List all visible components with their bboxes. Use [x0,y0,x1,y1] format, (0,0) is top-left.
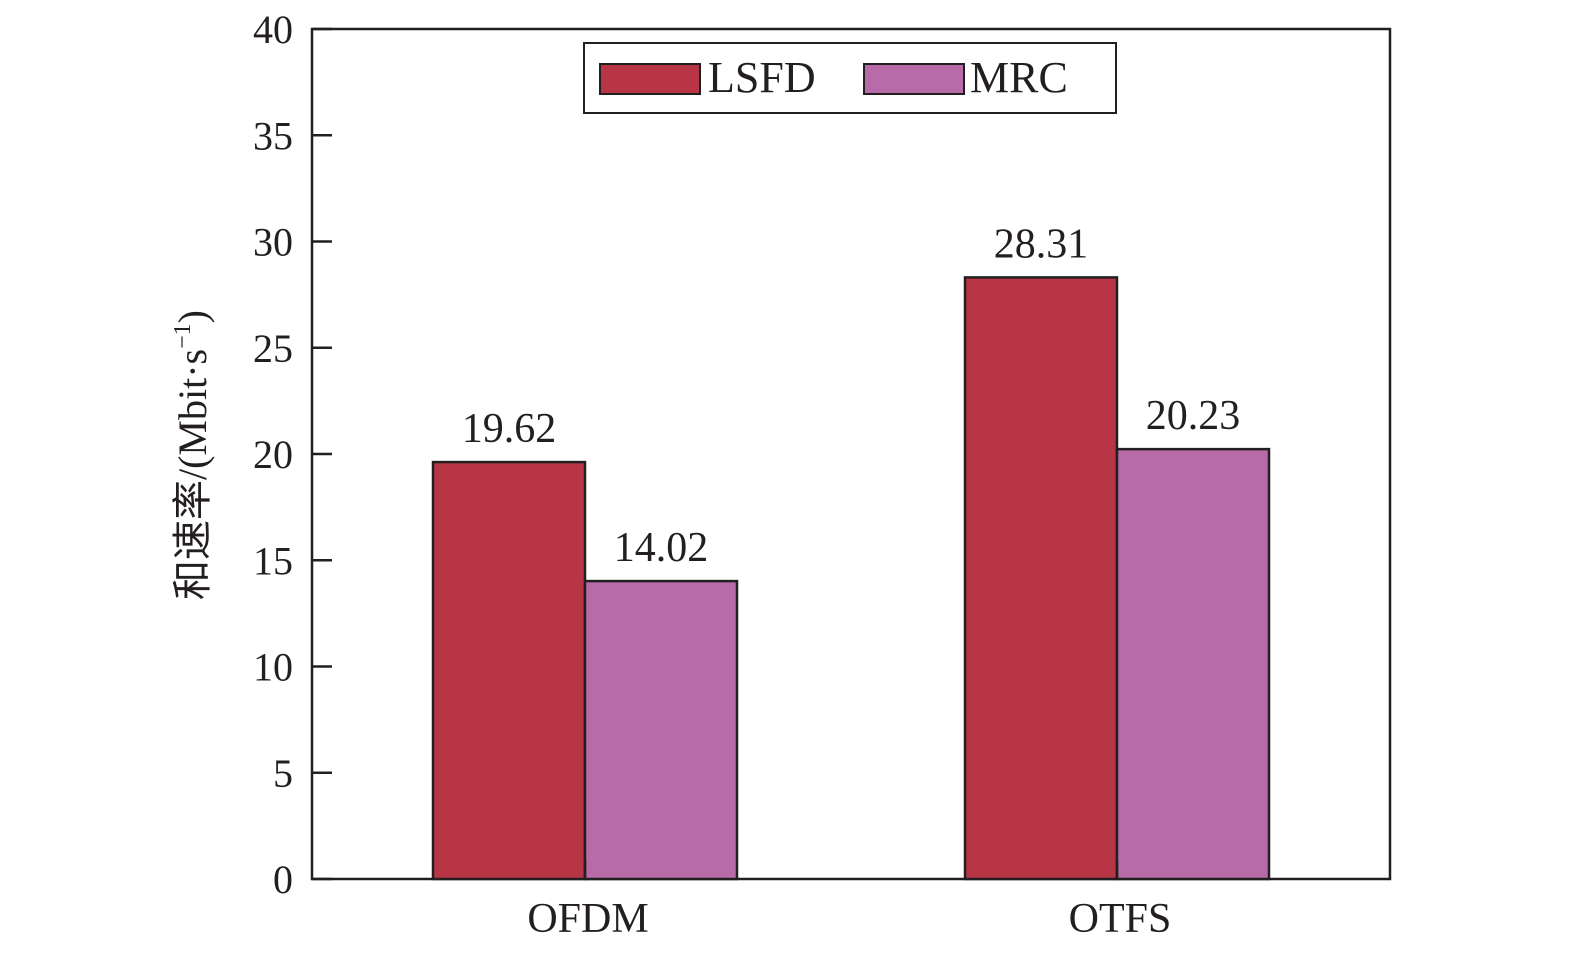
y-tick-label: 5 [273,751,293,796]
y-tick-label: 10 [253,645,293,690]
y-axis-title-close: ) [170,310,215,323]
y-tick-label: 35 [253,113,293,158]
bars-group [431,276,1271,881]
data-label-lsfd-otfs: 28.31 [994,221,1089,267]
y-axis: 0 5 10 15 20 25 30 35 40 [253,7,332,902]
y-tick-label: 25 [253,326,293,371]
y-tick-label: 30 [253,220,293,265]
data-labels-group: 19.62 14.02 28.31 20.23 [462,221,1241,571]
legend-label-mrc: MRC [970,53,1068,102]
bar-lsfd-otfs [963,276,1119,881]
y-axis-title-main: 和速率/(Mbit·s [170,349,215,600]
legend: LSFD MRC [583,42,1117,114]
data-label-mrc-ofdm: 14.02 [614,525,709,571]
data-label-mrc-otfs: 20.23 [1146,393,1241,439]
y-axis-title-superscript: −1 [170,323,196,349]
legend-swatch-lsfd [599,63,701,95]
data-label-lsfd-ofdm: 19.62 [462,406,557,452]
y-tick-label: 40 [253,7,293,52]
legend-swatch-mrc [863,63,965,95]
y-tick-label: 0 [273,857,293,902]
legend-label-lsfd: LSFD [708,53,816,102]
y-tick-label: 20 [253,432,293,477]
x-category-label-otfs: OTFS [1069,896,1172,942]
x-axis: OFDM OTFS [527,861,1171,942]
y-axis-title: 和速率/(Mbit·s−1) [170,310,215,600]
bar-lsfd-ofdm [431,460,587,881]
y-tick-label: 15 [253,538,293,583]
bar-mrc-ofdm [583,579,739,881]
x-category-label-ofdm: OFDM [527,896,648,942]
bar-mrc-otfs [1115,447,1271,881]
